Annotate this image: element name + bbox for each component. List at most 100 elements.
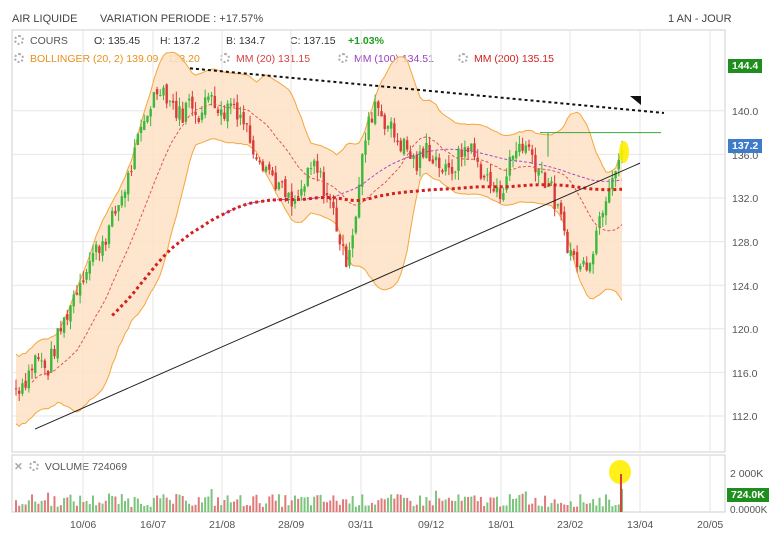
volume-bar xyxy=(18,505,21,512)
candle-body xyxy=(585,262,588,271)
volume-bar xyxy=(37,503,40,512)
gear-icon[interactable] xyxy=(28,461,39,471)
candle-body xyxy=(409,151,412,159)
candle-body xyxy=(123,191,127,199)
candle-body xyxy=(146,115,149,122)
candle-body xyxy=(216,109,220,114)
volume-bar xyxy=(345,499,348,512)
volume-bar xyxy=(24,504,27,512)
volume-bar xyxy=(585,503,588,512)
volume-bar xyxy=(85,501,88,512)
close-icon[interactable]: ✕ xyxy=(14,461,23,473)
volume-bar xyxy=(550,502,553,512)
volume-bar xyxy=(444,499,447,512)
x-tick-label: 28/09 xyxy=(278,519,305,531)
candle-body xyxy=(431,159,435,164)
candle-body xyxy=(165,84,168,104)
volume-bar xyxy=(563,504,566,512)
volume-bar xyxy=(178,494,181,512)
candle-body xyxy=(107,225,111,244)
candle-body xyxy=(556,204,560,206)
candle-body xyxy=(316,160,319,173)
volume-bar xyxy=(402,497,405,512)
gear-icon[interactable] xyxy=(14,35,24,45)
candle-body xyxy=(258,160,261,163)
bollinger-legend[interactable]: BOLLINGER (20, 2) 139.09 - 123.20 xyxy=(14,53,200,65)
mm200-legend[interactable]: MM (200) 135.15 xyxy=(458,53,554,65)
gear-icon[interactable] xyxy=(338,53,348,63)
x-tick-label: 09/12 xyxy=(418,519,445,531)
candle-body xyxy=(508,156,511,176)
volume-bar xyxy=(518,494,521,512)
gear-icon[interactable] xyxy=(14,53,24,63)
volume-legend[interactable]: ✕ VOLUME 724069 xyxy=(14,461,127,473)
candle-body xyxy=(547,185,550,187)
mm100-legend[interactable]: MM (100) 134.51 xyxy=(338,53,434,65)
candle-body xyxy=(139,126,143,134)
candle-body xyxy=(252,140,255,155)
volume-bar xyxy=(101,503,104,512)
volume-bar xyxy=(82,502,85,512)
plot-frame xyxy=(11,29,726,453)
volume-bar xyxy=(217,497,219,512)
candle-body xyxy=(524,145,528,153)
volume-bar xyxy=(63,498,66,512)
candle-body xyxy=(232,103,236,105)
candle-body xyxy=(595,230,598,254)
volume-bar xyxy=(489,497,492,512)
volume-bar xyxy=(194,504,197,512)
y-tick-label: 132.0 xyxy=(732,193,759,205)
volume-bar xyxy=(252,496,255,512)
candle-body xyxy=(168,100,172,102)
volume-bar xyxy=(293,495,296,512)
candle-body xyxy=(171,100,175,103)
candle-body xyxy=(466,147,470,153)
arrow-marker xyxy=(630,96,641,105)
volume-bar xyxy=(204,497,207,512)
y-tick-label: 120.0 xyxy=(732,324,759,336)
volume-bar xyxy=(152,497,155,512)
period-selector[interactable]: 1 AN - JOUR xyxy=(668,13,732,25)
low-value: B: 134.7 xyxy=(226,35,266,47)
candle-body xyxy=(389,121,393,129)
cours-legend[interactable]: COURS xyxy=(14,35,68,47)
volume-bar xyxy=(223,500,226,512)
volume-bar xyxy=(454,500,457,512)
candle-body xyxy=(255,157,258,160)
volume-bar xyxy=(415,504,418,512)
volume-bar xyxy=(409,500,412,512)
volume-bar xyxy=(213,505,216,512)
volume-bar xyxy=(467,496,470,512)
candle-body xyxy=(418,151,422,168)
volume-bar xyxy=(249,505,252,512)
candle-body xyxy=(98,246,101,254)
gear-icon[interactable] xyxy=(458,53,468,63)
candle-body xyxy=(284,179,287,198)
volume-bar xyxy=(274,500,277,512)
candle-body xyxy=(24,380,27,388)
volume-bar xyxy=(127,498,130,512)
high-price-badge: 144.4 xyxy=(728,59,763,73)
mm20-legend[interactable]: MM (20) 131.15 xyxy=(220,53,310,65)
candle-body xyxy=(575,251,579,268)
volume-bar xyxy=(316,495,319,512)
candle-body xyxy=(159,95,162,97)
candle-body xyxy=(354,216,358,233)
volume-bar xyxy=(342,499,345,512)
gear-icon[interactable] xyxy=(220,53,230,63)
volume-bar xyxy=(377,500,380,512)
trend-lines xyxy=(34,67,665,430)
candle-body xyxy=(438,157,441,169)
volume-bar xyxy=(88,504,91,512)
volume-bar xyxy=(188,503,191,512)
volume-bar xyxy=(245,504,248,512)
volume-bar xyxy=(486,502,489,512)
volume-bar xyxy=(572,506,575,512)
volume-bar xyxy=(534,497,537,512)
volume-bar xyxy=(556,503,559,512)
resistance-trendline xyxy=(189,67,665,114)
candle-body xyxy=(566,231,569,253)
candle-body xyxy=(27,370,31,389)
volume-bar xyxy=(146,505,149,512)
